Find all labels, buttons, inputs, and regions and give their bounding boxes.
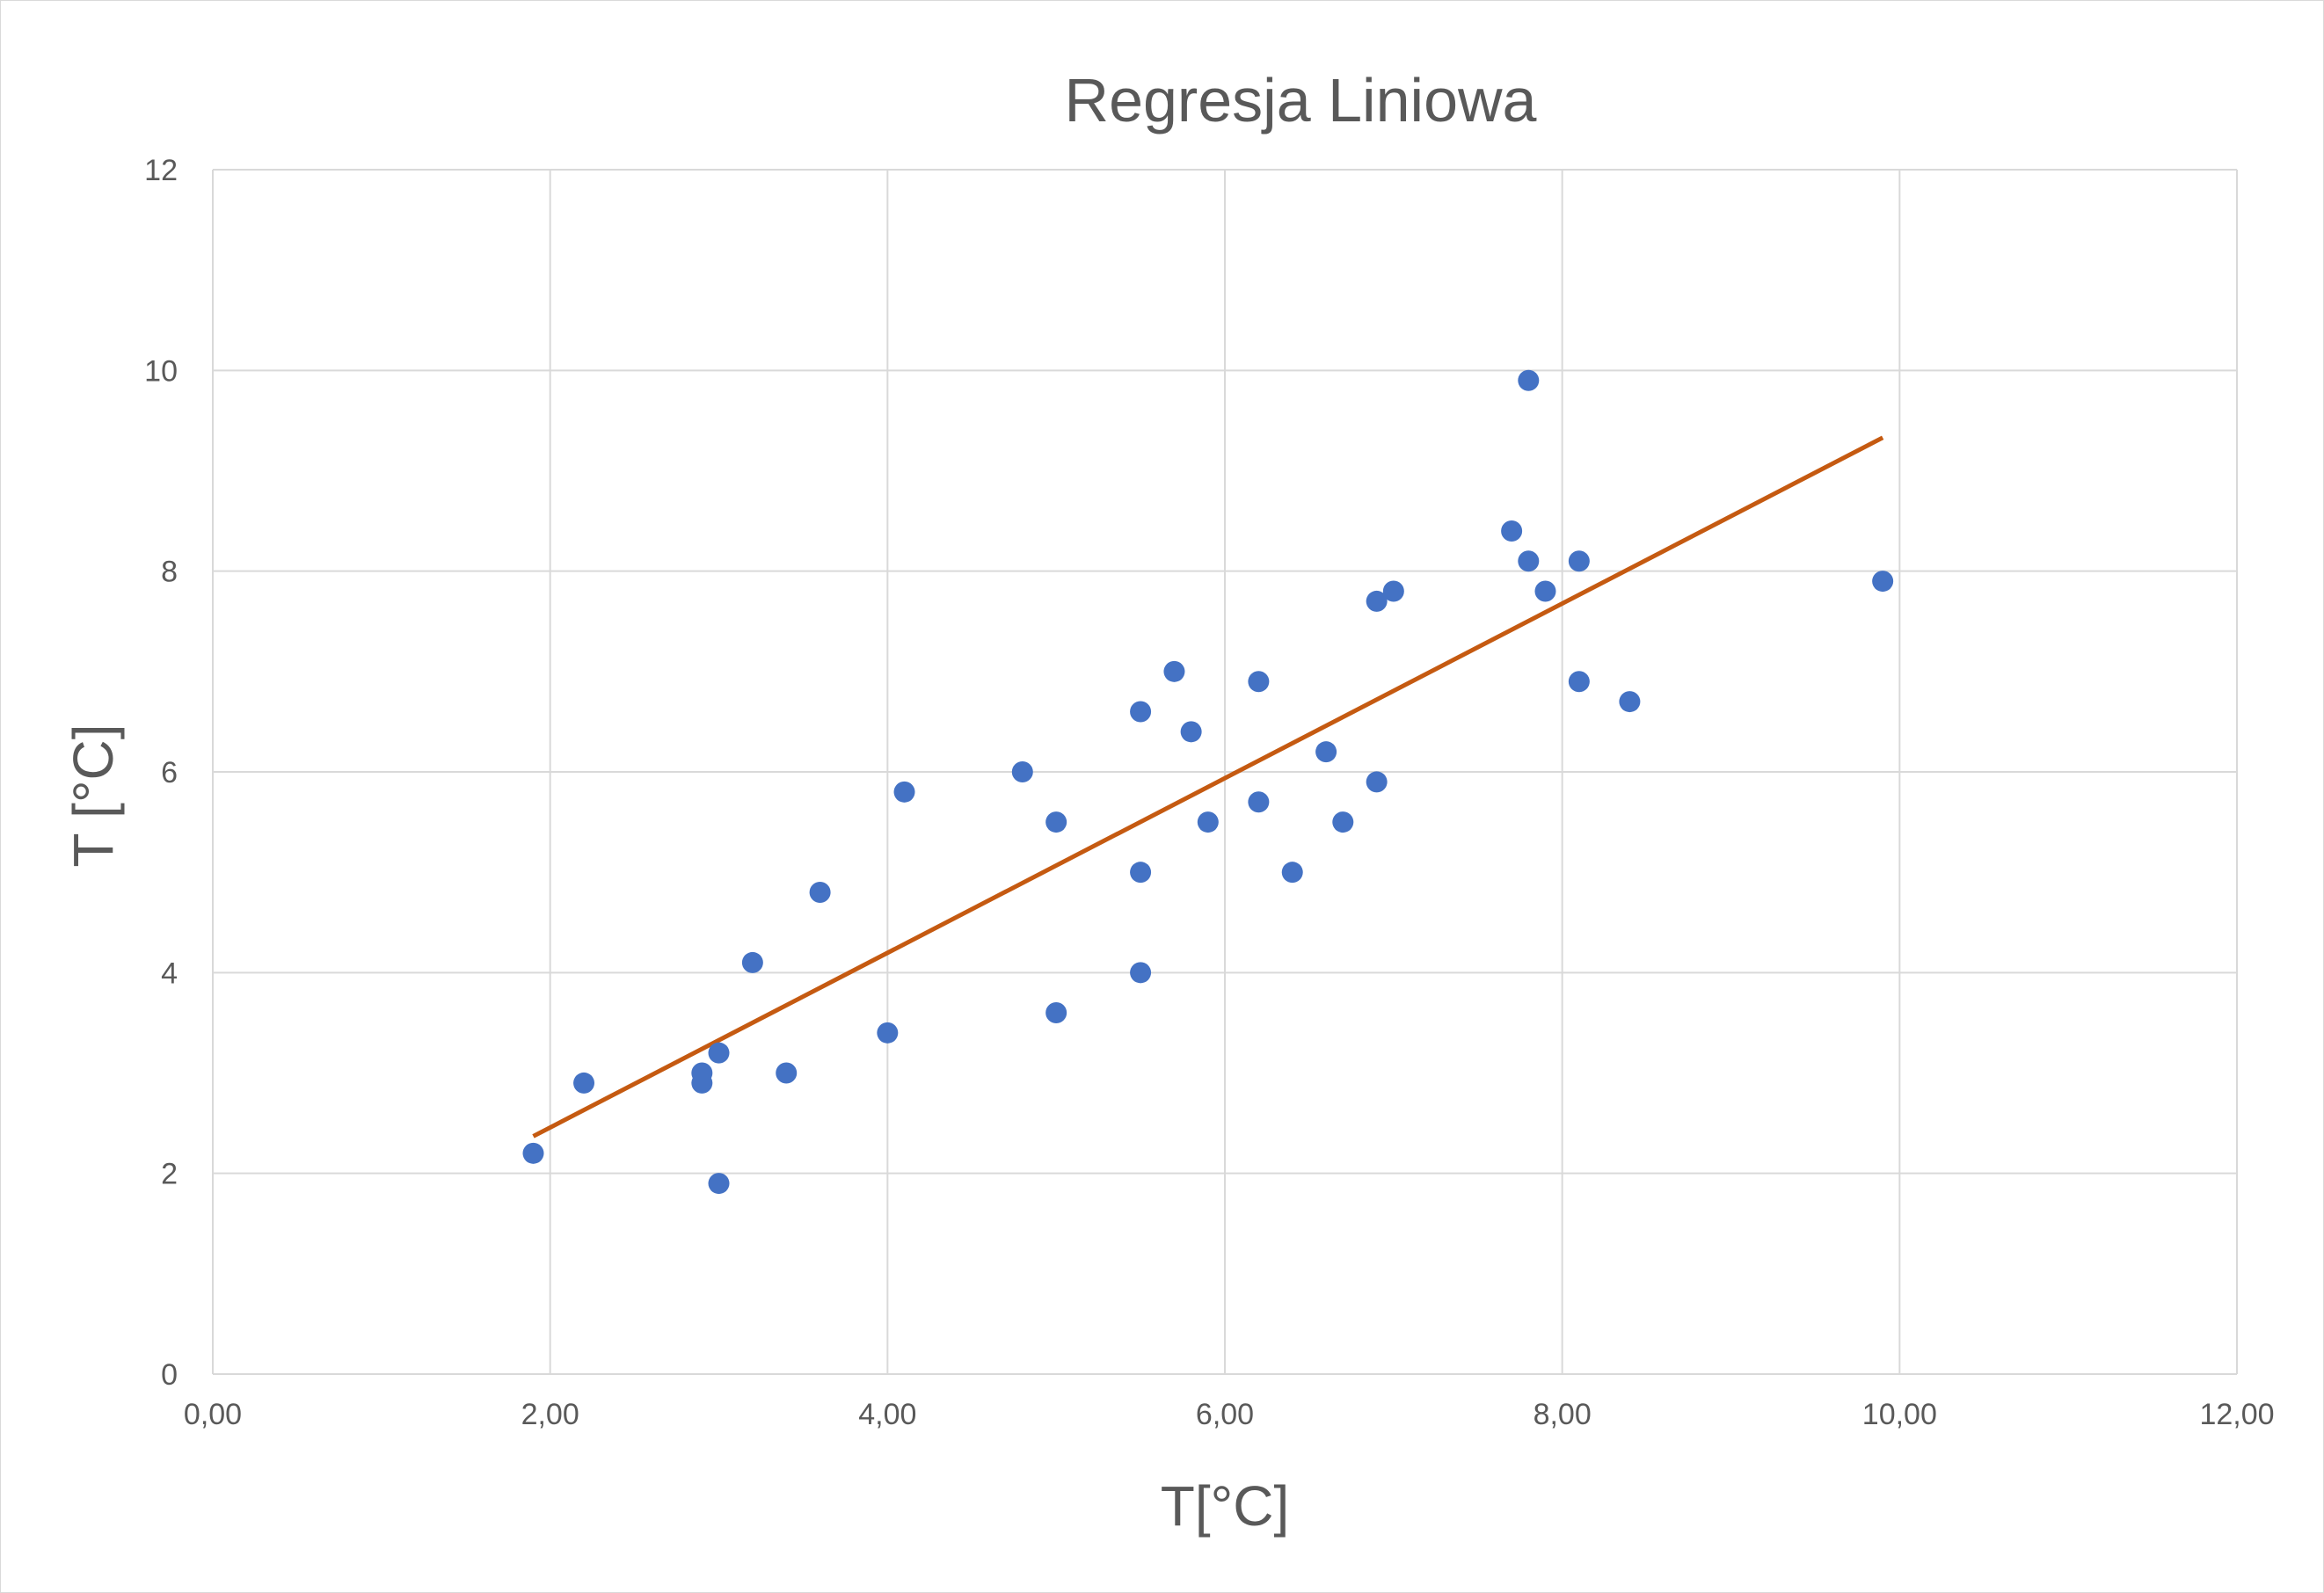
data-point (1197, 811, 1219, 833)
data-point (1501, 520, 1523, 542)
y-tick-label: 2 (161, 1158, 178, 1191)
data-point (1180, 721, 1202, 743)
x-tick-label: 12,00 (2199, 1398, 2274, 1431)
data-point (1382, 580, 1404, 602)
data-point (893, 781, 915, 803)
data-point (1568, 550, 1590, 572)
data-point (1518, 369, 1540, 391)
data-point (1163, 660, 1185, 682)
data-point (1619, 691, 1641, 713)
x-axis-tick-labels: 0,00 2,00 4,00 6,00 8,00 10,00 12,00 (184, 1398, 2275, 1431)
y-tick-label: 0 (161, 1358, 178, 1392)
data-point (1568, 671, 1590, 693)
data-points (522, 369, 1894, 1195)
data-point (741, 951, 763, 973)
data-point (1518, 550, 1540, 572)
data-point (1011, 761, 1033, 782)
data-point (1534, 580, 1556, 602)
x-tick-label: 2,00 (521, 1398, 579, 1431)
gridlines (212, 169, 2238, 1375)
x-tick-label: 8,00 (1534, 1398, 1592, 1431)
data-point (1872, 571, 1894, 593)
y-tick-label: 8 (161, 556, 178, 589)
data-point (522, 1142, 544, 1164)
data-point (877, 1022, 899, 1044)
y-axis-label: T [°C] (62, 724, 125, 867)
data-point (1366, 590, 1388, 612)
data-point (1332, 811, 1354, 833)
linear-trendline (532, 435, 1884, 1138)
data-point (573, 1072, 595, 1094)
x-tick-label: 0,00 (184, 1398, 242, 1431)
data-point (708, 1173, 730, 1195)
data-point (1130, 962, 1152, 984)
x-tick-label: 4,00 (858, 1398, 916, 1431)
data-point (691, 1072, 713, 1094)
y-tick-label: 6 (161, 756, 178, 789)
y-tick-label: 10 (144, 354, 178, 388)
x-tick-label: 6,00 (1196, 1398, 1254, 1431)
y-tick-label: 12 (144, 154, 178, 187)
chart-title: Regresja Liniowa (1065, 66, 1537, 135)
data-point (1045, 1002, 1067, 1023)
y-tick-label: 4 (161, 957, 178, 990)
data-point (809, 882, 831, 903)
data-point (1045, 811, 1067, 833)
y-axis-tick-labels: 0 2 4 6 8 10 12 (144, 154, 178, 1392)
data-point (1366, 771, 1388, 793)
data-point (1130, 862, 1152, 884)
data-point (1315, 741, 1337, 763)
data-point (1248, 791, 1270, 813)
data-point (1130, 701, 1152, 723)
x-axis-label: T[°C] (1161, 1474, 1289, 1538)
x-tick-label: 10,00 (1862, 1398, 1937, 1431)
data-point (1248, 671, 1270, 693)
data-point (1281, 862, 1303, 884)
data-point (708, 1042, 730, 1064)
data-point (776, 1062, 798, 1084)
